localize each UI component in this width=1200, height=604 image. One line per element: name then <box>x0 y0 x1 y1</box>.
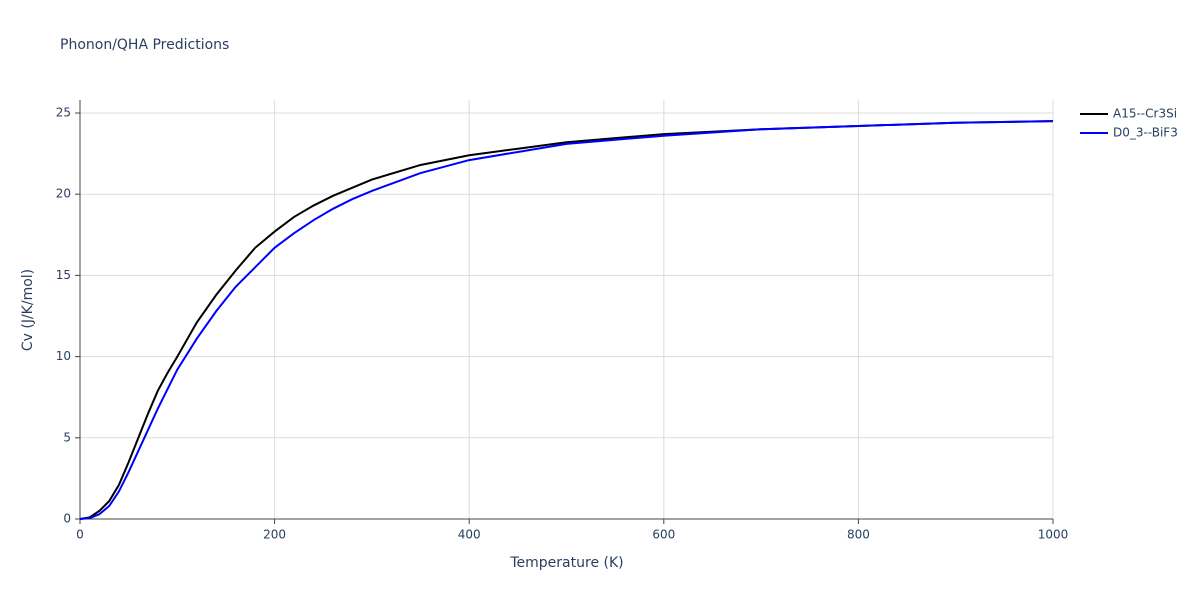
chart-title: Phonon/QHA Predictions <box>60 37 229 53</box>
x-tick-label: 600 <box>652 528 675 542</box>
y-tick-label: 25 <box>56 105 71 119</box>
series-line <box>79 120 1054 520</box>
y-tick-label: 5 <box>63 430 71 444</box>
y-axis-title: Cv (J/K/mol) <box>20 269 36 351</box>
y-tick-label: 20 <box>56 187 71 201</box>
series-line <box>79 120 1054 520</box>
legend-label: D0_3--BiF3 <box>1113 126 1178 140</box>
x-tick-label: 200 <box>263 528 286 542</box>
x-tick-label: 1000 <box>1038 528 1069 542</box>
x-tick-label: 400 <box>458 528 481 542</box>
x-axis-title: Temperature (K) <box>509 555 623 571</box>
legend-label: A15--Cr3Si <box>1113 107 1177 121</box>
x-tick-label: 800 <box>847 528 870 542</box>
y-tick-label: 10 <box>56 349 71 363</box>
y-tick-label: 15 <box>56 268 71 282</box>
y-tick-label: 0 <box>63 512 71 526</box>
x-tick-label: 0 <box>76 528 84 542</box>
